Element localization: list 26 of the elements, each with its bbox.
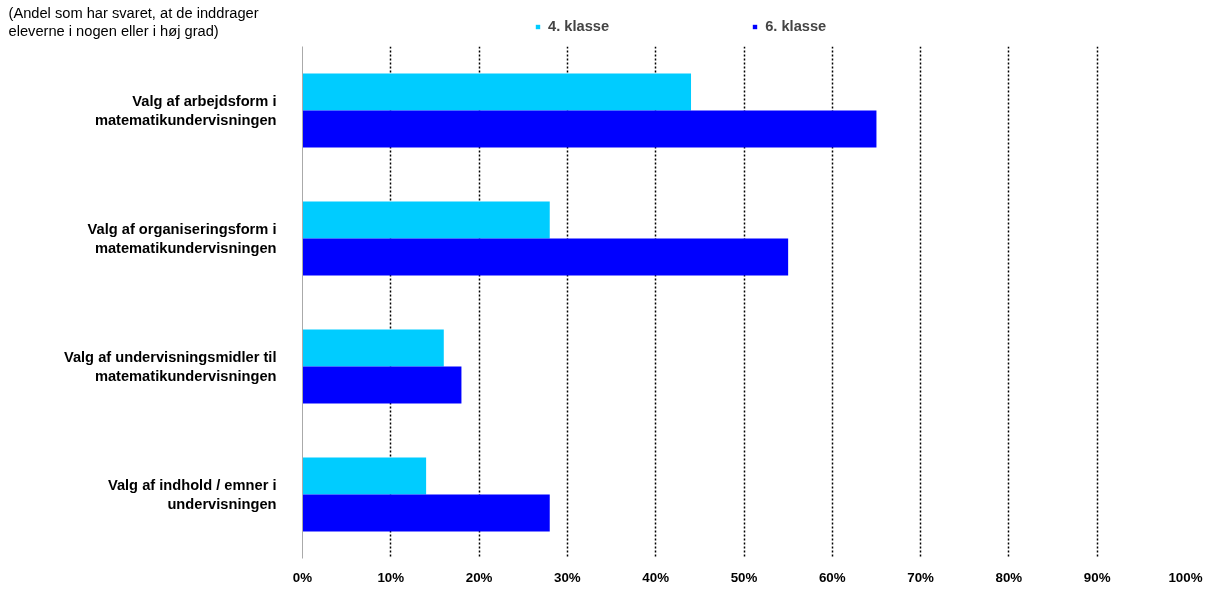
bar [302, 457, 427, 495]
x-tick-label: 60% [818, 569, 846, 585]
x-tick-label: 100% [1168, 569, 1203, 585]
y-tick-label: Valg af indhold / emner i undervisningen [107, 476, 277, 513]
x-tick-label: 20% [465, 569, 493, 585]
y-tick-label: Valg af arbejdsform i matematikundervisningen [94, 92, 277, 129]
bar [302, 201, 550, 239]
legend-label: 6. klasse [765, 18, 827, 34]
bar [302, 73, 692, 111]
bar [302, 238, 789, 276]
x-tick-label: 70% [907, 569, 935, 585]
x-tick-label: 80% [995, 569, 1023, 585]
bar [302, 366, 462, 404]
legend-label: 4. klasse [548, 18, 610, 34]
bar [302, 110, 877, 148]
x-tick-label: 30% [554, 569, 581, 585]
x-tick-label: 50% [730, 569, 758, 585]
x-tick-label: 90% [1083, 569, 1111, 585]
x-tick-label: 40% [642, 569, 670, 585]
x-tick-label: 0% [292, 569, 313, 585]
bar [302, 494, 550, 532]
y-tick-label: Valg af organiseringsform i matematikundervisningen [87, 220, 277, 257]
text: (Andel som har svaret, at de inddrager eleverne i nogen eller i høj grad) [8, 4, 259, 39]
y-tick-label: Valg af undervisningsmidler til matematikundervisningen [63, 348, 277, 385]
x-tick-label: 10% [377, 569, 405, 585]
bar [302, 329, 444, 367]
